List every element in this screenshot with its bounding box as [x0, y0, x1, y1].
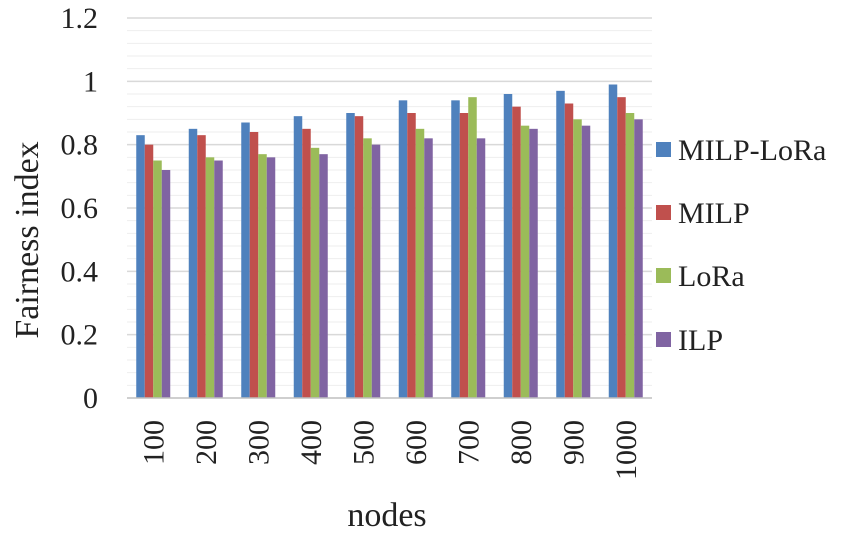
x-tick-label: 500: [347, 420, 380, 465]
bar-milp-200: [197, 135, 206, 398]
bars: [136, 84, 643, 399]
bar-milp-lora-400: [293, 116, 303, 399]
bar-milp-lora-200: [188, 128, 198, 399]
bar-milp-900: [564, 103, 574, 398]
bar-ilp-1000: [634, 119, 643, 398]
bar-milp-lora-100: [136, 135, 145, 398]
legend-label-milp-lora: MILP-LoRa: [678, 134, 826, 167]
x-tick-label: 700: [452, 420, 485, 465]
x-axis-title: nodes: [347, 497, 426, 534]
y-tick-label: 0.8: [61, 129, 99, 162]
x-tick-label: 200: [190, 420, 223, 465]
x-tick-label: 1000: [610, 420, 643, 480]
bar-milp-1000: [617, 97, 626, 399]
bar-ilp-900: [581, 125, 591, 399]
legend: MILP-LoRa MILP LoRa ILP: [656, 134, 826, 357]
x-tick-label: 800: [505, 420, 538, 465]
y-tick-label: 0.2: [61, 319, 99, 352]
bar-lora-900: [573, 119, 582, 398]
bar-lora-700: [468, 97, 477, 399]
bar-milp-lora-700: [451, 100, 460, 398]
x-tick-label: 100: [137, 420, 170, 465]
x-tick-label: 900: [557, 420, 590, 465]
x-tick-label: 400: [295, 420, 328, 465]
y-axis-title: Fairness index: [9, 141, 46, 338]
bar-ilp-300: [266, 157, 276, 398]
legend-label-ilp: ILP: [678, 324, 723, 357]
legend-swatch-milp: [656, 205, 671, 220]
bar-ilp-200: [214, 160, 223, 398]
y-tick-label: 1.2: [61, 2, 99, 35]
y-tick-label: 1: [83, 65, 98, 98]
bar-milp-lora-600: [398, 100, 408, 398]
bar-ilp-100: [161, 170, 171, 398]
legend-swatch-lora: [656, 268, 671, 283]
bar-milp-lora-1000: [608, 84, 618, 398]
y-tick-label: 0.4: [61, 255, 99, 288]
bar-milp-300: [249, 132, 259, 398]
bar-ilp-600: [424, 138, 433, 399]
bar-milp-lora-300: [241, 122, 250, 398]
legend-swatch-ilp: [656, 332, 671, 347]
y-axis-ticks: 0 0.2 0.4 0.6 0.8 1 1.2: [61, 2, 99, 415]
bar-milp-lora-500: [346, 113, 355, 398]
x-tick-label: 600: [400, 420, 433, 465]
bar-milp-lora-800: [503, 94, 513, 398]
legend-label-lora: LoRa: [678, 260, 745, 293]
bar-lora-400: [310, 147, 320, 398]
bar-ilp-800: [529, 128, 538, 399]
bar-milp-500: [354, 116, 364, 399]
bar-lora-500: [363, 138, 372, 399]
bar-milp-700: [459, 113, 469, 398]
bar-ilp-400: [319, 154, 328, 398]
y-tick-label: 0: [83, 382, 98, 415]
bar-lora-100: [153, 160, 162, 398]
bar-lora-200: [205, 157, 215, 398]
bar-milp-lora-900: [556, 90, 565, 398]
y-tick-label: 0.6: [61, 192, 99, 225]
bar-milp-800: [512, 106, 521, 399]
x-tick-label: 300: [242, 420, 275, 465]
legend-swatch-milp-lora: [656, 142, 671, 157]
legend-label-milp: MILP: [678, 197, 750, 230]
bar-lora-1000: [625, 113, 635, 398]
bar-lora-300: [258, 154, 267, 398]
bar-milp-400: [302, 128, 311, 399]
bar-ilp-500: [371, 144, 381, 398]
bar-lora-600: [415, 128, 425, 399]
bar-lora-800: [520, 125, 530, 399]
bar-ilp-700: [476, 138, 486, 399]
x-axis-ticks: 100 200 300 400 500 600 700 800 900 1000: [137, 420, 643, 480]
bar-milp-100: [144, 144, 154, 398]
bar-milp-600: [407, 113, 416, 398]
